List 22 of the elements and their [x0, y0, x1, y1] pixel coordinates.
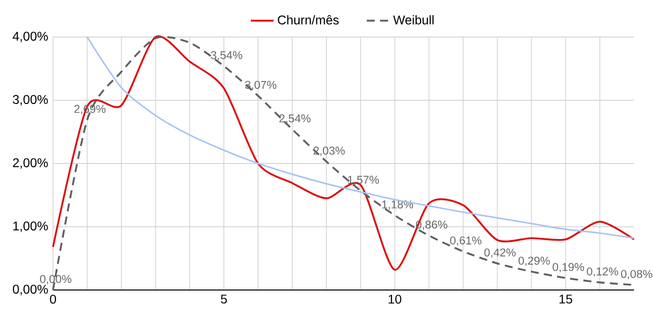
y-tick-label: 3,00%	[12, 95, 48, 106]
y-tick-label: 2,00%	[13, 158, 48, 169]
x-tick-label: 10	[388, 294, 402, 304]
data-label: 0,12%	[586, 267, 618, 277]
x-tick-label: 0	[50, 294, 56, 304]
x-tick-label: 5	[220, 294, 227, 304]
y-tick-label: 0,00%	[12, 284, 48, 296]
data-label: 0,29%	[518, 256, 550, 266]
data-label: 1,57%	[348, 176, 379, 186]
data-label: 0,00%	[40, 275, 72, 284]
data-label: 2,54%	[279, 114, 311, 124]
data-label: 0,08%	[621, 270, 652, 280]
data-label: 0,42%	[484, 248, 516, 258]
legend-label: Churn/mês	[278, 15, 339, 24]
y-tick-label: 4,00%	[12, 32, 48, 42]
data-label: 0,19%	[552, 263, 584, 272]
data-label: 0,61%	[450, 236, 482, 246]
data-label: 3,07%	[245, 80, 276, 90]
y-tick-label: 1,00%	[13, 222, 48, 232]
data-label: 3,54%	[210, 51, 242, 60]
x-tick-label: 15	[560, 294, 572, 304]
legend-label: Weibull	[393, 15, 434, 24]
